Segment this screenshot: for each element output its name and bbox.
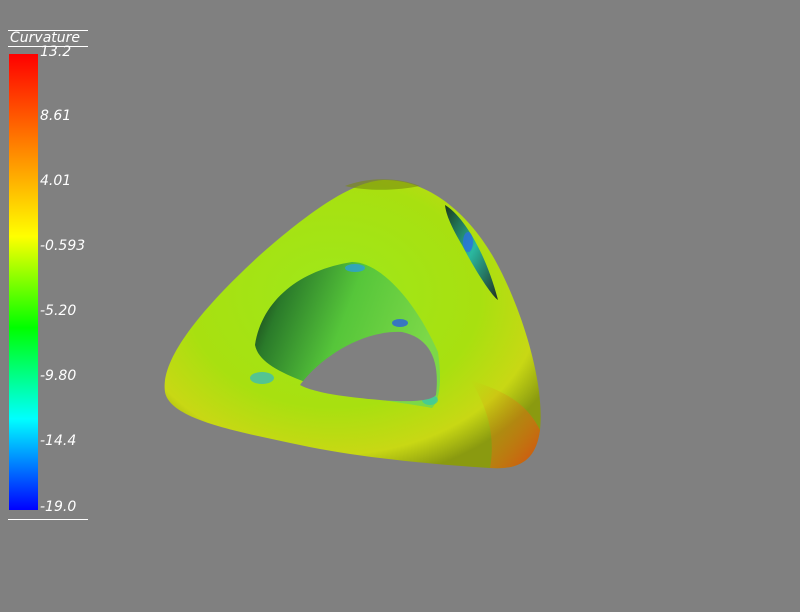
tick-label: 13.2 — [40, 44, 72, 60]
colorbar — [9, 54, 38, 510]
tick-label: -5.20 — [40, 303, 77, 319]
legend-title: Curvature — [10, 30, 80, 46]
right-opening — [445, 205, 498, 300]
low-curvature-spots — [250, 232, 473, 405]
legend-bottom-line — [8, 519, 88, 520]
tick-label: -14.4 — [40, 433, 77, 449]
scalar-bar-legend: Curvature 13.2 8.61 4.01 -0.593 -5.20 -9… — [8, 30, 90, 524]
torus-hole — [300, 331, 437, 402]
tick-label: 4.01 — [40, 173, 72, 189]
tick-label: 8.61 — [40, 108, 72, 124]
tick-label: -19.0 — [40, 499, 77, 515]
legend-title-underline — [8, 46, 88, 47]
legend-top-line — [8, 30, 88, 31]
tick-label: -0.593 — [40, 238, 86, 254]
tick-label: -9.80 — [40, 368, 77, 384]
